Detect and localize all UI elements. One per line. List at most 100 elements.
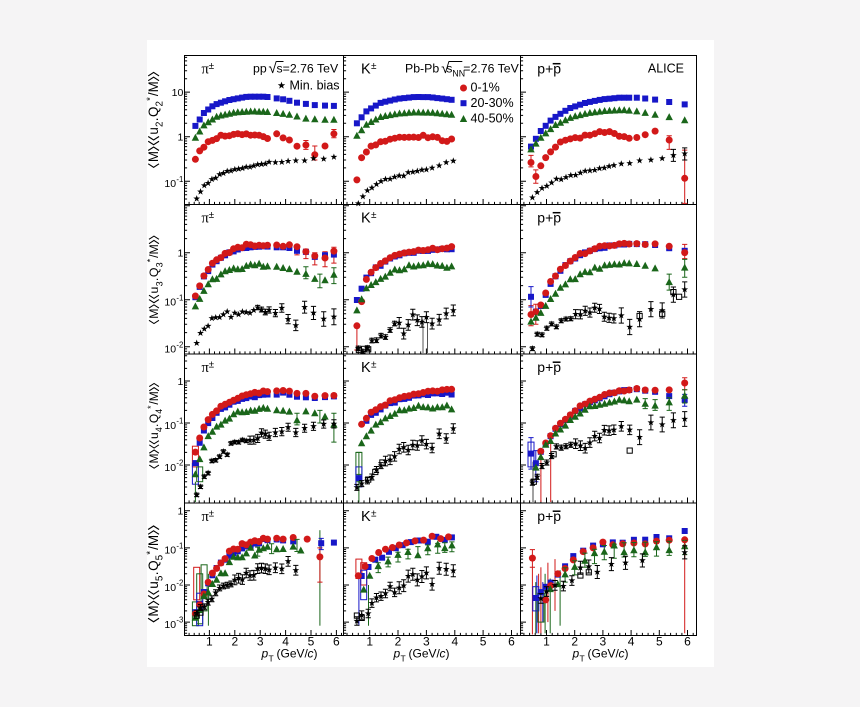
- svg-text:K: K: [361, 360, 371, 376]
- svg-text:2: 2: [571, 635, 578, 649]
- svg-text:K: K: [361, 210, 371, 226]
- svg-text:Q: Q: [146, 107, 161, 117]
- svg-text:M: M: [146, 151, 161, 162]
- svg-text:4: 4: [451, 635, 458, 649]
- svg-text:3: 3: [154, 281, 164, 286]
- svg-text:10: 10: [164, 420, 176, 432]
- svg-text:10: 10: [164, 344, 176, 356]
- svg-text:u: u: [146, 127, 161, 134]
- svg-text:=2.76 TeV: =2.76 TeV: [463, 62, 519, 76]
- svg-text:1: 1: [366, 635, 373, 649]
- svg-text:p+p: p+p: [537, 359, 561, 375]
- svg-text:u: u: [147, 432, 161, 439]
- svg-text:.: .: [147, 278, 161, 281]
- svg-text:Min. bias: Min. bias: [290, 79, 340, 93]
- svg-text:10: 10: [164, 462, 176, 474]
- svg-text:20-30%: 20-30%: [471, 96, 514, 110]
- svg-text:3: 3: [257, 635, 264, 649]
- svg-text:±: ±: [371, 508, 377, 519]
- svg-text:p: p: [261, 647, 269, 661]
- svg-text:u: u: [147, 286, 161, 293]
- svg-text:-1: -1: [176, 175, 183, 184]
- svg-text:/M: /M: [147, 391, 161, 404]
- svg-text:p+p: p+p: [537, 508, 561, 524]
- svg-text:(GeV/: (GeV/: [588, 647, 620, 661]
- svg-text:p+p: p+p: [537, 209, 561, 225]
- svg-text:T: T: [269, 653, 274, 663]
- svg-text:40-50%: 40-50%: [471, 112, 514, 126]
- svg-text:T: T: [580, 653, 585, 663]
- svg-text:2: 2: [395, 635, 402, 649]
- svg-text:-1: -1: [176, 293, 183, 302]
- svg-text:.: .: [146, 572, 161, 576]
- svg-text:π: π: [202, 509, 210, 525]
- svg-text:3: 3: [423, 635, 430, 649]
- svg-text:u: u: [146, 581, 161, 589]
- svg-text:pp: pp: [253, 62, 267, 76]
- svg-text:3: 3: [154, 262, 164, 267]
- svg-text:-2: -2: [176, 579, 183, 588]
- svg-text:Q: Q: [147, 414, 161, 423]
- svg-text:*: *: [146, 405, 156, 409]
- svg-text:10: 10: [164, 619, 176, 631]
- svg-text:/M: /M: [146, 81, 161, 96]
- svg-text:/M: /M: [147, 244, 161, 258]
- svg-text:c: c: [308, 647, 314, 661]
- svg-text:K: K: [361, 61, 371, 77]
- svg-text:√: √: [269, 60, 278, 77]
- svg-text:1: 1: [543, 635, 550, 649]
- svg-text:1: 1: [177, 248, 183, 260]
- svg-text:2: 2: [231, 635, 238, 649]
- svg-text:): ): [625, 647, 629, 661]
- svg-text:π: π: [202, 360, 210, 376]
- svg-text:10: 10: [164, 178, 176, 190]
- svg-text:p+p: p+p: [537, 60, 561, 76]
- svg-text:(GeV/: (GeV/: [409, 647, 441, 661]
- svg-text:(GeV/: (GeV/: [277, 647, 309, 661]
- svg-text:5: 5: [480, 635, 487, 649]
- svg-text:4: 4: [628, 635, 635, 649]
- svg-text:*: *: [145, 551, 156, 555]
- svg-text:6: 6: [508, 635, 515, 649]
- svg-text:K: K: [361, 509, 371, 525]
- svg-text:M: M: [147, 454, 161, 464]
- svg-text:): ): [446, 647, 450, 661]
- svg-text:10: 10: [164, 297, 176, 309]
- svg-text:.: .: [146, 118, 161, 122]
- svg-text:M: M: [147, 309, 161, 319]
- svg-text:Q: Q: [146, 560, 161, 571]
- svg-text:5: 5: [308, 635, 315, 649]
- svg-text:p: p: [572, 647, 580, 661]
- svg-text:6: 6: [684, 635, 691, 649]
- svg-text:±: ±: [371, 210, 377, 221]
- svg-text:2: 2: [155, 122, 166, 127]
- svg-text:T: T: [401, 653, 406, 663]
- svg-text:10: 10: [172, 87, 184, 99]
- svg-text:10: 10: [164, 582, 176, 594]
- svg-text:): ): [314, 647, 318, 661]
- svg-text:c: c: [619, 647, 625, 661]
- svg-text:*: *: [146, 258, 156, 262]
- svg-text:√: √: [441, 60, 450, 77]
- svg-text:5: 5: [155, 554, 166, 560]
- svg-text:ALICE: ALICE: [648, 62, 684, 76]
- svg-text:±: ±: [371, 359, 377, 370]
- svg-text:2: 2: [155, 101, 166, 106]
- svg-text:p: p: [393, 647, 401, 661]
- svg-text:NN: NN: [452, 69, 465, 79]
- svg-text:5: 5: [656, 635, 663, 649]
- svg-text:1: 1: [206, 635, 213, 649]
- svg-text:-2: -2: [176, 340, 183, 349]
- svg-text:1: 1: [177, 376, 183, 388]
- svg-text:1: 1: [177, 506, 183, 518]
- svg-text:*: *: [145, 97, 156, 101]
- svg-text:±: ±: [209, 359, 215, 370]
- svg-text:s=2.76 TeV: s=2.76 TeV: [277, 62, 339, 76]
- svg-text:5: 5: [155, 575, 166, 581]
- svg-text:4: 4: [154, 409, 164, 414]
- svg-text:1: 1: [177, 132, 183, 144]
- svg-text:±: ±: [371, 61, 377, 72]
- svg-text:/M: /M: [146, 535, 161, 550]
- svg-text:.: .: [147, 424, 161, 427]
- svg-text:±: ±: [209, 508, 215, 519]
